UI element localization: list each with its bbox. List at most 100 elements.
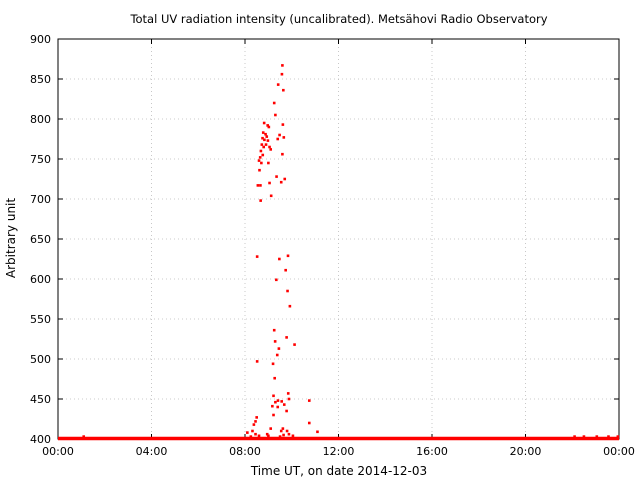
data-point (282, 136, 286, 139)
data-point (257, 434, 261, 438)
data-point (259, 149, 263, 153)
data-point (262, 145, 265, 149)
x-tick-label: 00:00 (42, 445, 74, 458)
data-point (307, 399, 311, 402)
data-point (255, 416, 258, 419)
data-point (264, 143, 268, 146)
x-tick-label: 00:00 (603, 445, 635, 458)
data-point (291, 434, 295, 438)
data-point (260, 143, 264, 146)
data-point (271, 404, 274, 408)
x-tick-label: 20:00 (510, 445, 542, 458)
data-point (272, 101, 276, 105)
y-tick-label: 850 (30, 73, 51, 86)
data-point (276, 137, 280, 141)
data-point (258, 168, 261, 172)
data-point (275, 353, 279, 357)
data-point (266, 124, 269, 127)
data-point (258, 156, 262, 159)
y-tick-label: 550 (30, 313, 51, 326)
data-point (263, 138, 266, 142)
data-point (268, 145, 271, 149)
x-tick-label: 08:00 (229, 445, 261, 458)
data-point (285, 429, 289, 433)
data-point (278, 133, 281, 137)
data-point (265, 432, 269, 436)
y-tick-label: 650 (30, 233, 51, 246)
data-point (273, 376, 276, 380)
data-point (279, 180, 283, 184)
data-point (254, 420, 257, 423)
data-point (256, 184, 260, 187)
data-point (262, 121, 266, 125)
x-axis-ticks: 00:00 04:00 08:00 12:00 16:00 20:00 00:00 (42, 39, 635, 458)
data-point (573, 435, 576, 438)
data-point (279, 429, 283, 433)
data-point (251, 429, 254, 433)
data-point (276, 405, 280, 409)
data-point (82, 435, 86, 438)
data-point (246, 431, 249, 434)
data-point (276, 399, 280, 402)
y-tick-label: 750 (30, 153, 51, 166)
data-point (272, 328, 276, 332)
data-point (283, 177, 287, 181)
data-point (284, 268, 287, 272)
data-point (277, 347, 281, 350)
data-point (276, 83, 280, 86)
data-point (249, 435, 253, 438)
data-point (307, 421, 311, 425)
data-point (316, 430, 319, 434)
data-point (265, 135, 269, 138)
data-point (278, 435, 282, 438)
y-tick-label: 600 (30, 273, 51, 286)
data-point (266, 139, 270, 142)
data-point (287, 432, 291, 436)
data-point (259, 199, 262, 202)
data-point (274, 400, 277, 404)
data-point (261, 136, 264, 140)
data-point (255, 255, 259, 258)
x-tick-label: 04:00 (136, 445, 168, 458)
data-point (269, 427, 273, 430)
data-point (261, 153, 265, 157)
data-point (582, 435, 586, 438)
data-point (286, 392, 290, 395)
y-tick-label: 700 (30, 193, 51, 206)
y-axis-label: Arbitrary unit (4, 198, 18, 278)
data-point (281, 123, 285, 126)
data-point (273, 340, 277, 343)
data-point (282, 403, 286, 406)
data-point (616, 435, 620, 438)
data-point (275, 278, 278, 282)
data-point (285, 409, 288, 413)
data-point (272, 394, 275, 398)
data-point (272, 413, 275, 417)
data-point (261, 131, 265, 134)
data-point (269, 148, 273, 151)
y-tick-label: 450 (30, 393, 51, 406)
data-point (288, 304, 292, 308)
data-point (281, 64, 284, 67)
data-point (254, 432, 257, 436)
data-point (269, 194, 273, 198)
data-point (267, 434, 270, 438)
data-point (275, 175, 278, 178)
data-point (274, 113, 277, 117)
data-point (607, 435, 610, 438)
y-tick-label: 400 (30, 433, 51, 446)
data-point (286, 254, 290, 258)
data-point (293, 343, 296, 346)
y-tick-label: 900 (30, 33, 51, 46)
data-point (267, 161, 270, 165)
data-point (252, 423, 256, 426)
data-point (271, 362, 275, 366)
data-point (287, 397, 291, 401)
data-point (280, 400, 283, 403)
data-point (282, 88, 285, 92)
y-tick-label: 500 (30, 353, 51, 366)
data-point (267, 125, 271, 129)
data-point (281, 152, 284, 156)
data-point (282, 433, 285, 437)
data-point (280, 72, 284, 76)
